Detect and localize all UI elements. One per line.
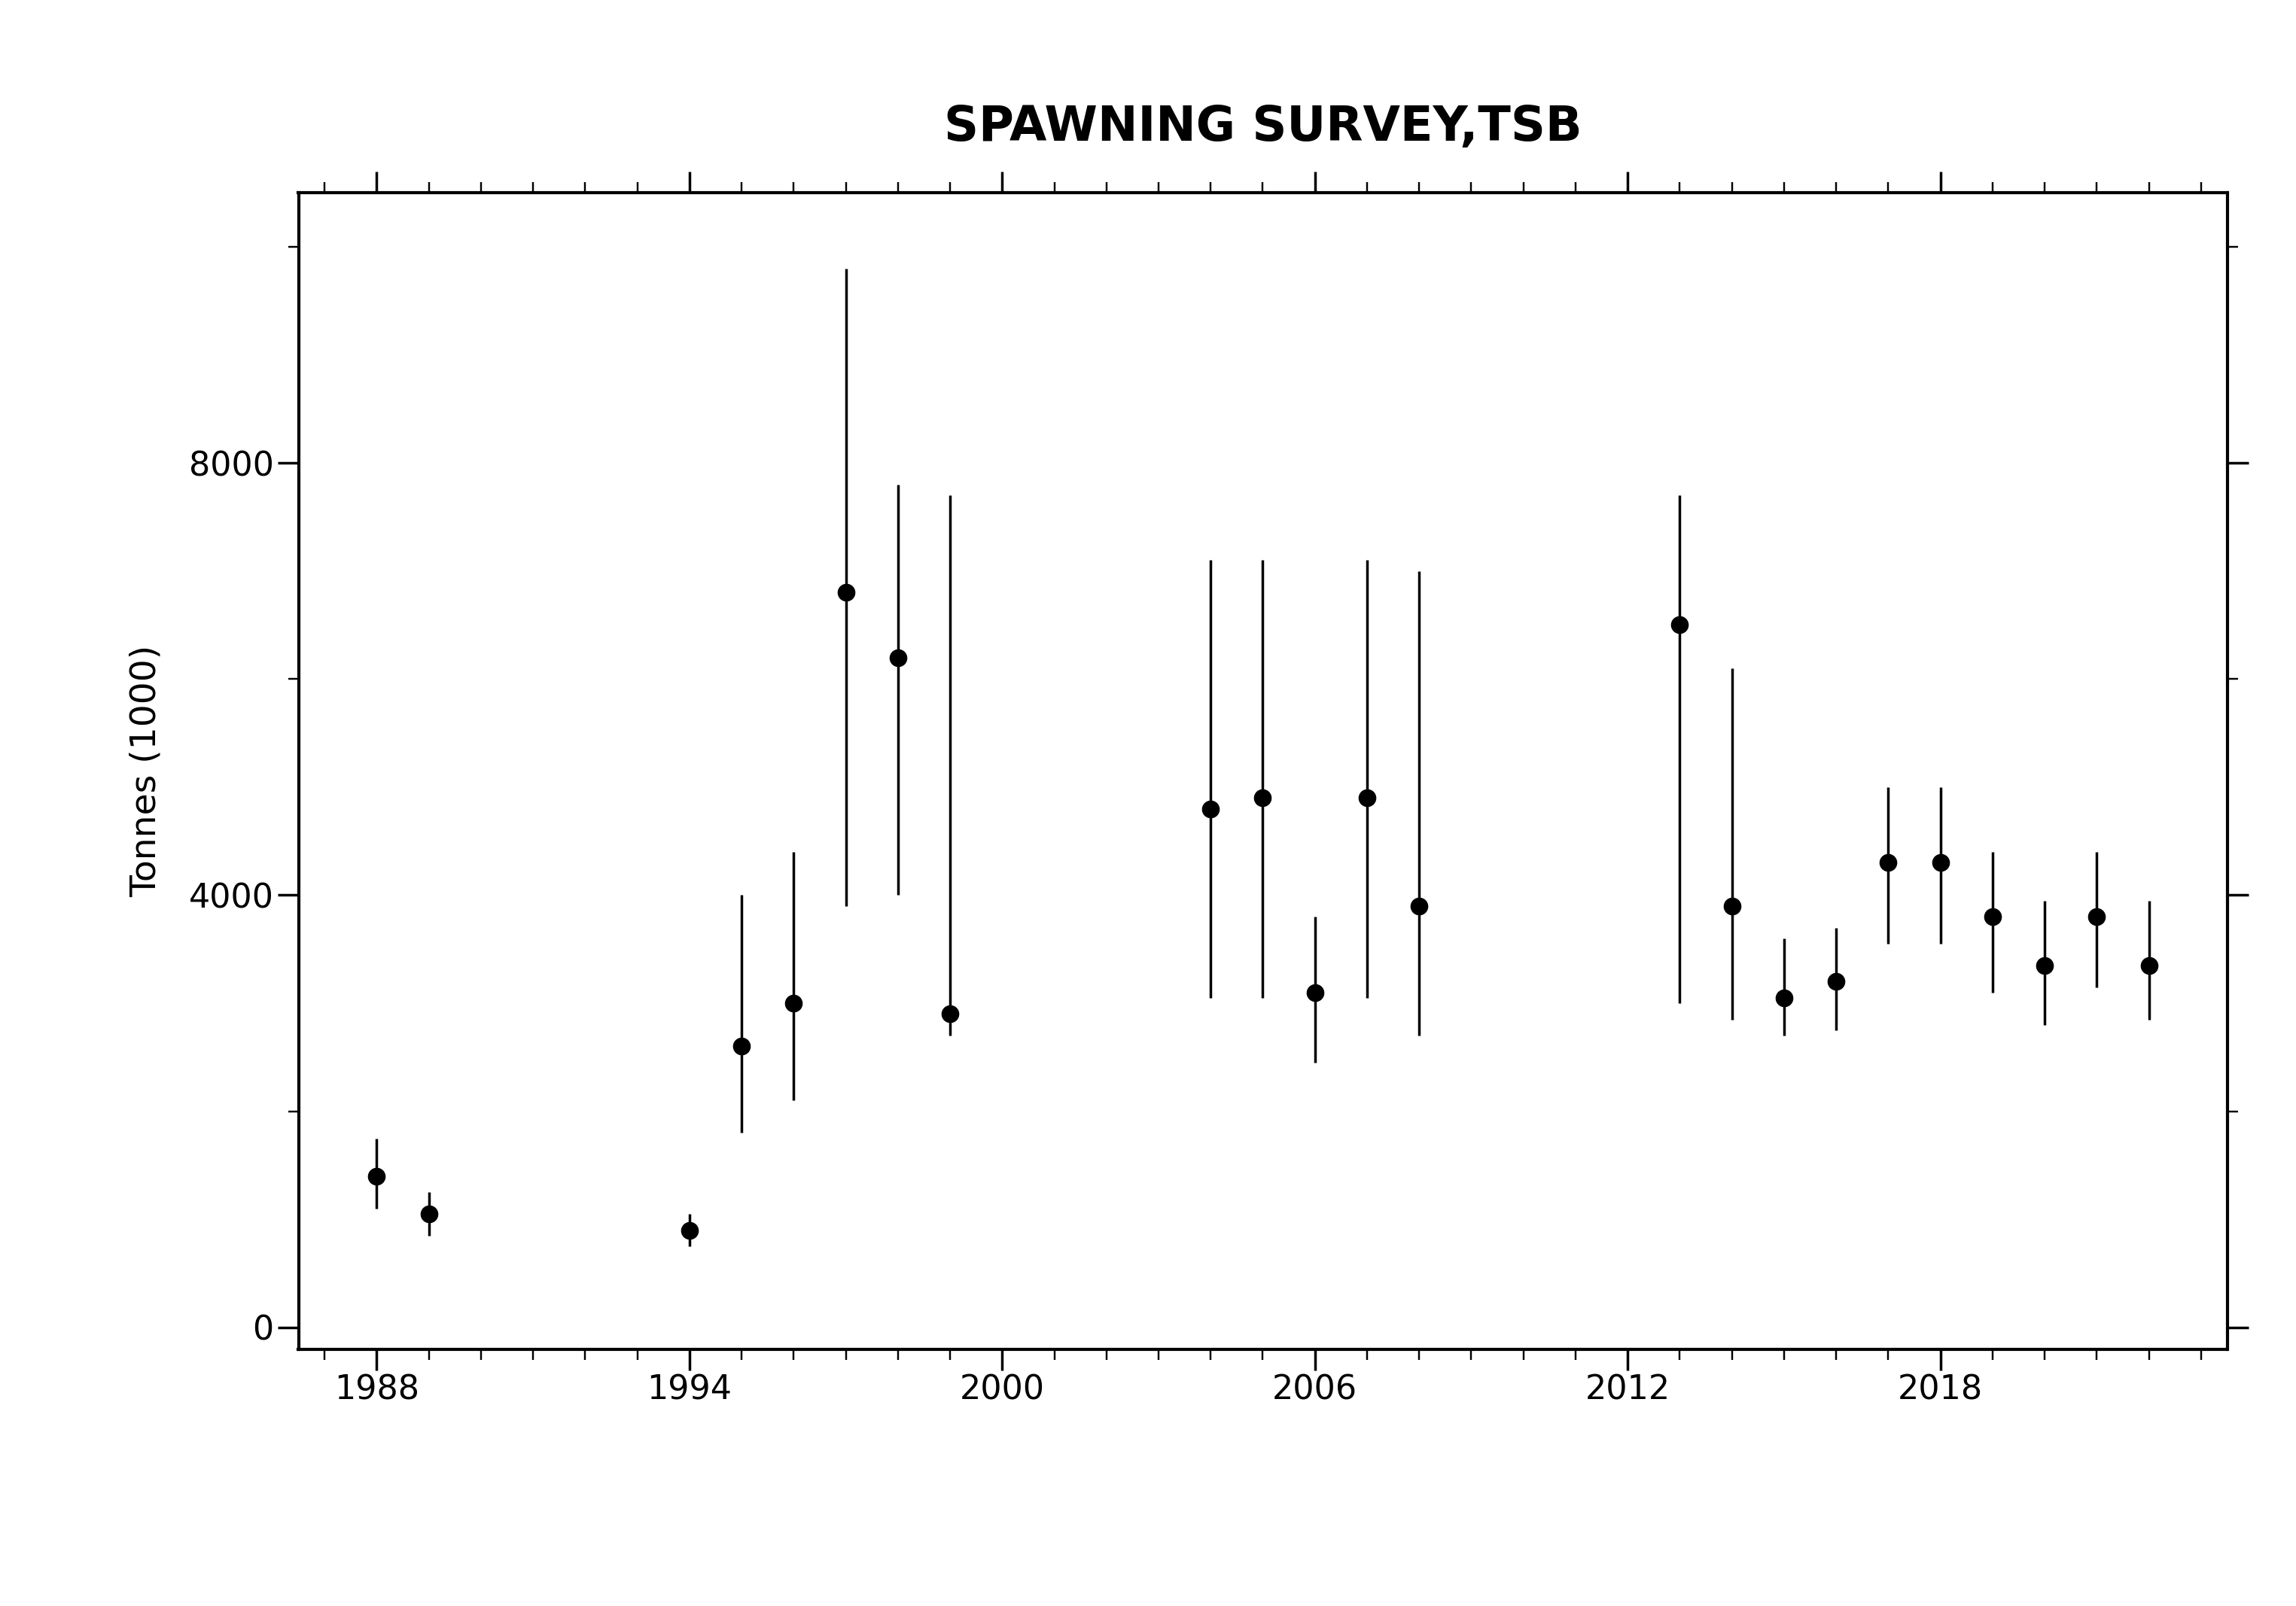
Title: SPAWNING SURVEY,TSB: SPAWNING SURVEY,TSB [944, 103, 1582, 151]
Y-axis label: Tonnes (1000): Tonnes (1000) [129, 644, 163, 898]
